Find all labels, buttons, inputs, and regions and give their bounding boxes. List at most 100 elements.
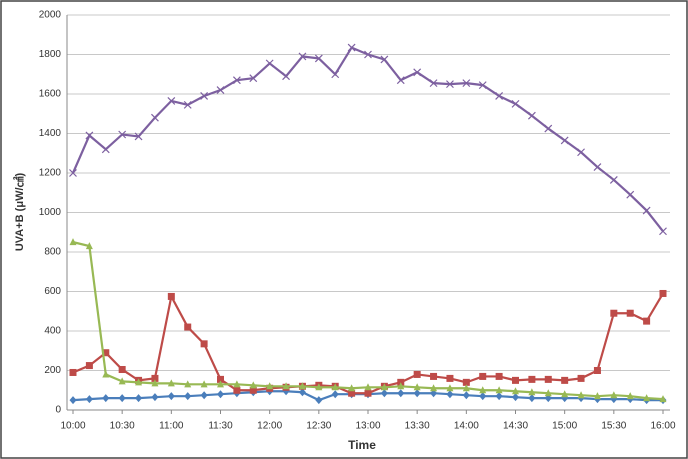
x-tick-label: 11:30: [208, 421, 233, 432]
marker: [102, 394, 110, 403]
marker: [462, 378, 470, 386]
marker: [118, 366, 126, 374]
marker: [183, 100, 192, 109]
y-tick-label: 0: [55, 405, 61, 416]
marker: [593, 367, 601, 374]
marker: [217, 375, 224, 383]
marker: [69, 238, 77, 246]
marker: [216, 86, 225, 94]
y-tick-label: 1000: [39, 207, 62, 218]
marker: [298, 52, 307, 61]
marker: [626, 392, 634, 400]
marker: [200, 92, 209, 100]
marker: [249, 386, 257, 394]
marker: [544, 124, 553, 133]
marker: [396, 76, 405, 85]
marker: [118, 377, 126, 385]
x-tick-label: 13:00: [355, 421, 380, 432]
marker: [544, 389, 552, 397]
marker: [167, 392, 175, 401]
x-tick-label: 15:30: [601, 421, 626, 432]
marker: [593, 163, 602, 171]
marker: [167, 292, 175, 300]
marker: [266, 382, 274, 390]
marker: [135, 394, 143, 403]
marker: [560, 136, 569, 145]
marker: [413, 370, 421, 378]
marker: [298, 388, 306, 397]
marker: [446, 390, 454, 399]
marker: [659, 227, 667, 236]
marker: [610, 391, 618, 399]
marker: [609, 175, 618, 184]
x-tick-label: 14:00: [454, 421, 479, 432]
marker: [495, 92, 504, 100]
marker: [315, 383, 323, 391]
marker: [134, 132, 143, 141]
marker: [643, 317, 651, 325]
marker: [462, 391, 470, 400]
marker: [446, 384, 454, 392]
marker: [413, 389, 421, 398]
marker: [85, 131, 94, 140]
marker: [495, 386, 503, 394]
marker: [642, 206, 651, 215]
marker: [347, 43, 356, 52]
marker: [495, 372, 503, 380]
marker: [200, 380, 208, 388]
marker: [430, 384, 438, 392]
marker: [101, 145, 110, 154]
y-tick-label: 1400: [39, 128, 62, 139]
marker: [380, 55, 389, 64]
marker: [577, 391, 585, 399]
marker: [397, 389, 405, 398]
marker: [512, 393, 519, 402]
marker: [217, 390, 224, 399]
marker: [232, 76, 241, 85]
marker: [626, 309, 634, 317]
x-tick-label: 13:30: [405, 421, 430, 432]
marker: [151, 374, 159, 382]
marker: [184, 380, 192, 388]
x-axis-label: Time: [348, 438, 376, 452]
x-tick-label: 15:00: [552, 421, 577, 432]
marker: [397, 382, 405, 390]
marker: [577, 374, 585, 382]
marker: [167, 379, 175, 387]
marker: [364, 50, 372, 59]
marker: [184, 323, 192, 331]
marker: [167, 96, 176, 105]
marker: [446, 80, 454, 89]
marker: [593, 392, 601, 400]
marker: [151, 393, 159, 402]
marker: [217, 380, 224, 388]
marker: [528, 394, 536, 403]
marker: [249, 381, 257, 389]
marker: [69, 396, 77, 405]
marker: [135, 378, 143, 386]
x-tick-label: 12:00: [257, 421, 282, 432]
marker: [233, 380, 241, 388]
y-tick-label: 1800: [39, 49, 62, 60]
y-tick-label: 2000: [39, 10, 62, 21]
x-tick-label: 10:00: [60, 421, 85, 432]
marker: [479, 386, 487, 394]
marker: [495, 392, 503, 401]
marker: [446, 374, 454, 382]
x-tick-label: 11:00: [159, 421, 184, 432]
marker: [380, 389, 388, 398]
marker: [315, 396, 323, 405]
marker: [282, 382, 290, 390]
marker: [479, 392, 487, 401]
marker: [348, 389, 356, 397]
marker: [511, 99, 520, 108]
marker: [151, 379, 159, 387]
y-tick-label: 1600: [39, 89, 62, 100]
marker: [69, 169, 77, 177]
marker: [561, 376, 569, 384]
y-tick-label: 600: [44, 286, 61, 297]
marker: [348, 384, 356, 392]
marker: [527, 111, 536, 120]
